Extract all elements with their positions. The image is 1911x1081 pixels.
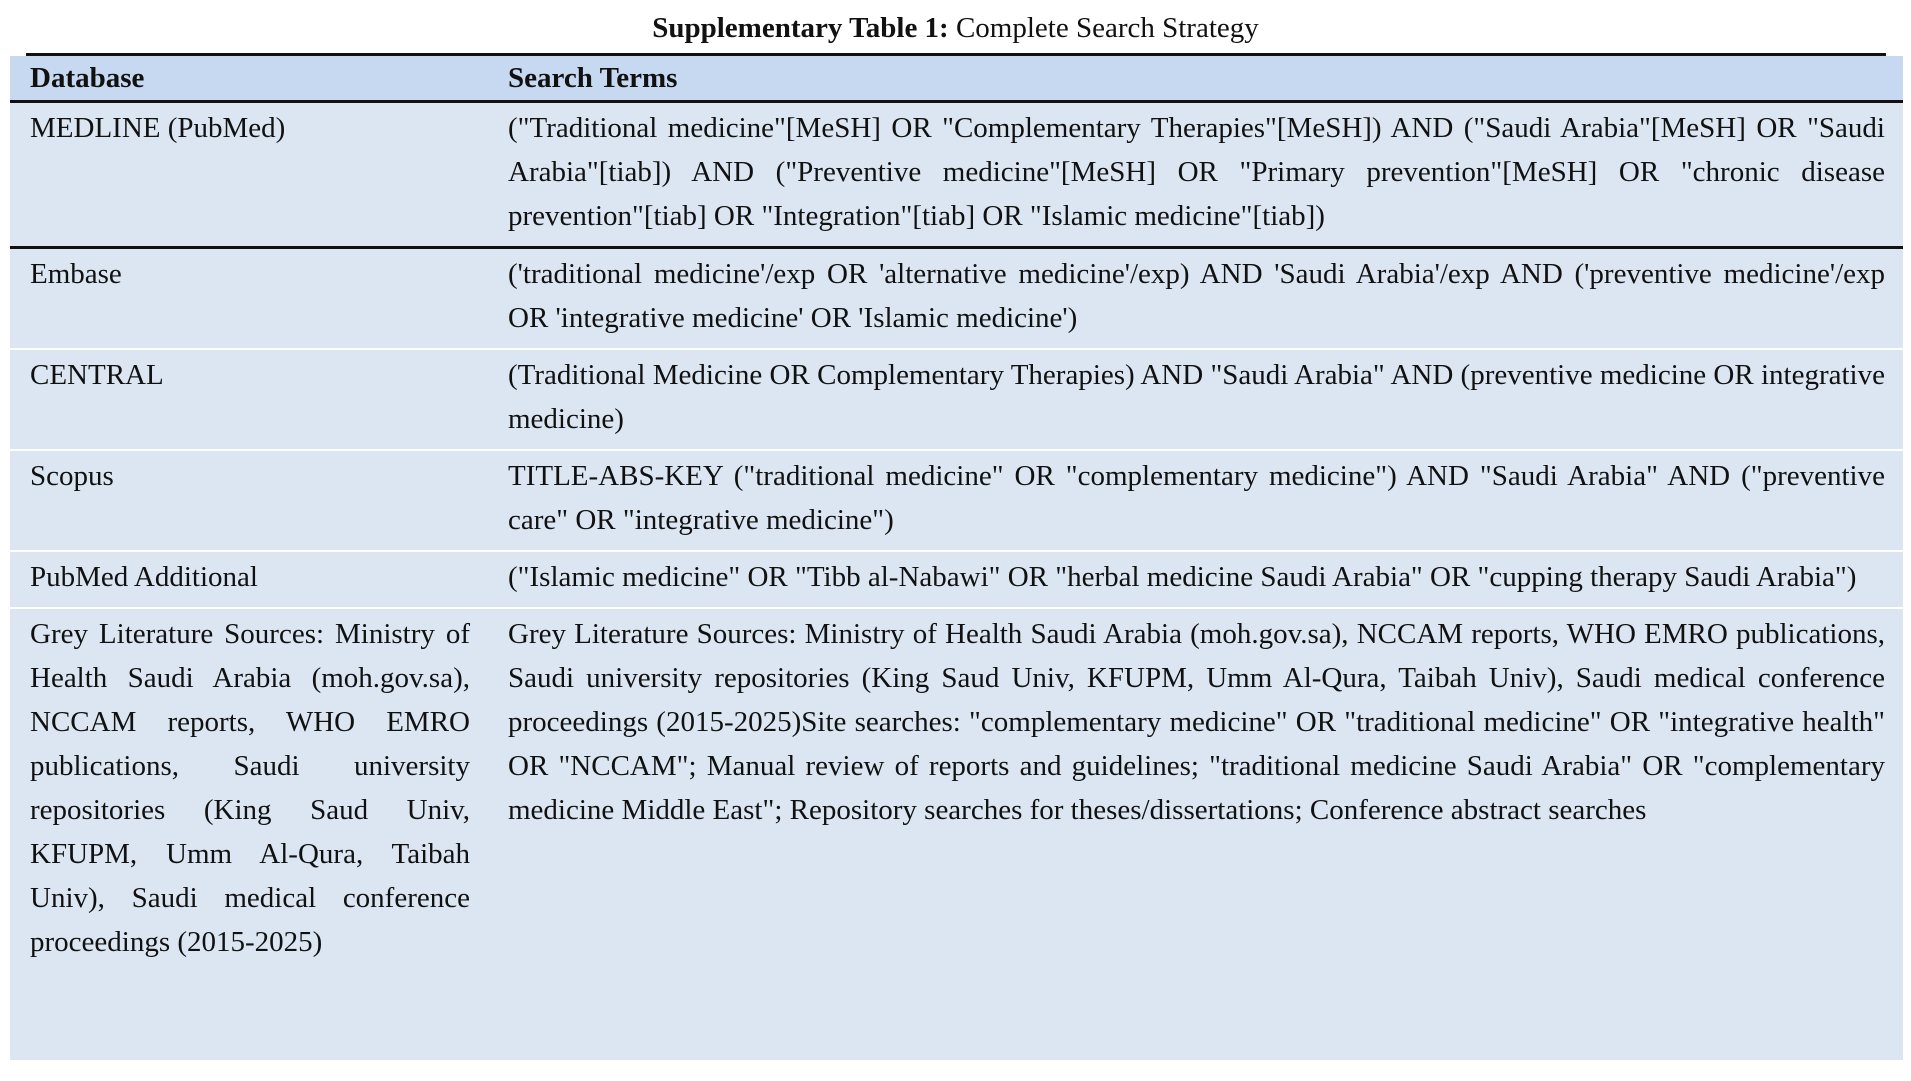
table-row: Scopus TITLE-ABS-KEY ("traditional medici…: [10, 450, 1903, 552]
terms-cell: ('traditional medicine'/exp OR 'alternat…: [488, 247, 1903, 350]
terms-cell: ("Traditional medicine"[MeSH] OR "Comple…: [488, 101, 1903, 249]
top-rule: [26, 53, 1886, 56]
header-database: Database: [10, 56, 488, 103]
table-row: Grey Literature Sources: Ministry of Hea…: [10, 608, 1903, 1062]
database-cell: Scopus: [10, 450, 488, 552]
database-cell: CENTRAL: [10, 349, 488, 451]
terms-cell: (Traditional Medicine OR Complementary T…: [488, 349, 1903, 451]
table-row: PubMed Additional ("Islamic medicine" OR …: [10, 551, 1903, 609]
caption-label: Supplementary Table 1:: [652, 12, 949, 44]
table-row: CENTRAL (Traditional Medicine OR Compleme…: [10, 349, 1903, 451]
search-strategy-table: Database Search Terms MEDLINE (PubMed) ("…: [10, 56, 1903, 1062]
database-cell: Embase: [10, 247, 488, 350]
header-search-terms: Search Terms: [488, 56, 1903, 103]
terms-cell: ("Islamic medicine" OR "Tibb al-Nabawi" …: [488, 551, 1903, 609]
table-caption: Supplementary Table 1: Complete Search S…: [0, 12, 1911, 45]
database-cell: MEDLINE (PubMed): [10, 101, 488, 249]
terms-cell: Grey Literature Sources: Ministry of Hea…: [488, 608, 1903, 1062]
header-row: Database Search Terms: [10, 56, 1903, 103]
table-row: Embase ('traditional medicine'/exp OR 'al…: [10, 247, 1903, 350]
caption-text: Complete Search Strategy: [955, 12, 1259, 44]
database-cell: PubMed Additional: [10, 551, 488, 609]
terms-cell: TITLE-ABS-KEY ("traditional medicine" OR…: [488, 450, 1903, 552]
database-cell: Grey Literature Sources: Ministry of Hea…: [10, 608, 488, 1062]
table-row: MEDLINE (PubMed) ("Traditional medicine"[…: [10, 101, 1903, 249]
